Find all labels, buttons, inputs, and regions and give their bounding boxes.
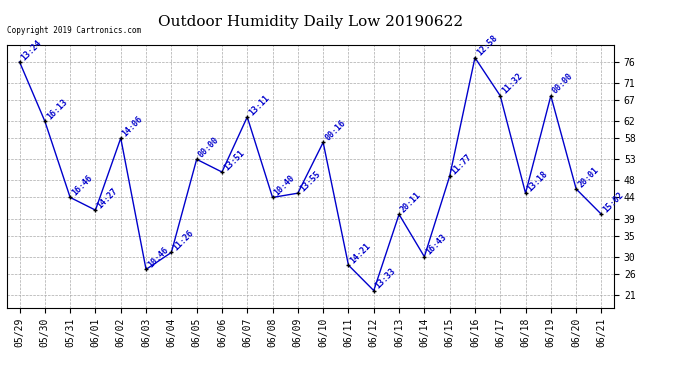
Text: 13:55: 13:55 — [298, 169, 322, 193]
Text: 13:18: 13:18 — [526, 169, 550, 193]
Text: 14:06: 14:06 — [121, 114, 145, 138]
Text: 00:00: 00:00 — [197, 135, 221, 159]
Point — [596, 211, 607, 217]
Point — [545, 93, 556, 99]
Point — [191, 156, 202, 162]
Text: 13:24: 13:24 — [19, 38, 43, 62]
Text: 16:13: 16:13 — [45, 97, 69, 121]
Text: 13:33: 13:33 — [374, 267, 398, 291]
Text: 11:32: 11:32 — [500, 72, 524, 96]
Text: 12:58: 12:58 — [475, 34, 499, 58]
Text: 14:21: 14:21 — [348, 241, 373, 265]
Point — [217, 169, 228, 175]
Text: Outdoor Humidity Daily Low 20190622: Outdoor Humidity Daily Low 20190622 — [158, 15, 463, 29]
Point — [14, 59, 25, 65]
Point — [141, 266, 152, 272]
Point — [368, 288, 380, 294]
Point — [317, 140, 328, 146]
Text: 16:46: 16:46 — [70, 173, 95, 197]
Point — [39, 118, 50, 124]
Text: 14:27: 14:27 — [95, 186, 119, 210]
Text: Copyright 2019 Cartronics.com: Copyright 2019 Cartronics.com — [7, 26, 141, 34]
Text: 20:01: 20:01 — [576, 165, 600, 189]
Text: 10:46: 10:46 — [146, 245, 170, 269]
Point — [469, 55, 480, 61]
Text: 13:51: 13:51 — [222, 148, 246, 172]
Point — [241, 114, 253, 120]
Text: 00:16: 00:16 — [323, 118, 347, 142]
Text: 16:43: 16:43 — [424, 232, 448, 257]
Point — [571, 186, 582, 192]
Text: 13:11: 13:11 — [247, 93, 271, 117]
Text: 20:11: 20:11 — [399, 190, 423, 214]
Text: 11:26: 11:26 — [171, 228, 195, 252]
Point — [520, 190, 531, 196]
Text: 00:00: 00:00 — [551, 72, 575, 96]
Point — [419, 254, 430, 260]
Point — [267, 194, 278, 200]
Point — [495, 93, 506, 99]
Text: 11:77: 11:77 — [450, 152, 474, 176]
Point — [166, 249, 177, 255]
Point — [115, 135, 126, 141]
Point — [65, 194, 76, 200]
Point — [90, 207, 101, 213]
Text: Humidity  (%): Humidity (%) — [533, 55, 602, 63]
Point — [293, 190, 304, 196]
Point — [343, 262, 354, 268]
Text: 15:02: 15:02 — [602, 190, 626, 214]
Point — [393, 211, 404, 217]
Text: 10:40: 10:40 — [273, 173, 297, 197]
Point — [444, 173, 455, 179]
